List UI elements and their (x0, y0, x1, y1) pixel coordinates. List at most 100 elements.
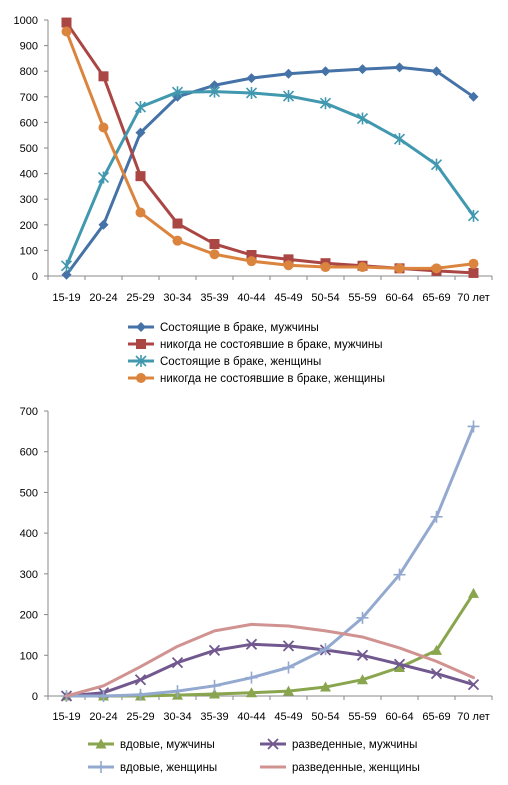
y-tick-label: 600 (20, 447, 38, 459)
x-tick-label: 25-29 (126, 711, 154, 723)
x-tick-label: 65-69 (422, 292, 450, 304)
data-point (98, 122, 109, 133)
x-tick-label: 50-54 (311, 292, 339, 304)
legend-marker (136, 339, 146, 349)
data-point (208, 679, 221, 692)
data-point (393, 568, 406, 581)
legend-entry: Состоящие в браке, женщины (128, 355, 321, 368)
data-point (171, 656, 184, 669)
data-point (356, 649, 369, 661)
data-point (61, 269, 72, 280)
data-point (282, 640, 295, 652)
x-tick-label: 45-49 (274, 292, 302, 304)
legend-label: вдовые, женщины (120, 762, 217, 774)
y-tick-label: 500 (20, 487, 38, 499)
x-tick-label: 20-24 (89, 711, 117, 723)
legend-marker (95, 738, 107, 749)
data-point (467, 678, 480, 691)
data-point (172, 218, 183, 229)
y-tick-label: 700 (20, 406, 38, 418)
data-point (246, 256, 257, 267)
series-2 (61, 17, 479, 278)
data-point (209, 80, 220, 91)
legend-marker (267, 738, 279, 750)
y-tick-label: 600 (20, 117, 38, 129)
data-point (393, 658, 406, 670)
y-tick-label: 400 (20, 528, 38, 540)
data-point (468, 258, 479, 269)
series-line (65, 642, 475, 698)
data-point (357, 262, 368, 273)
data-point (357, 64, 368, 75)
legend-entry: разведенные, мужчины (260, 738, 417, 751)
legend-marker (136, 322, 146, 332)
data-point (134, 674, 147, 686)
data-point (246, 73, 257, 84)
data-point (135, 171, 146, 182)
x-tick-label: 20-24 (89, 292, 117, 304)
y-tick-label: 300 (20, 569, 38, 581)
legend-entry: вдовые, мужчины (88, 738, 215, 751)
x-tick-label: 40-44 (237, 711, 265, 723)
legend-marker (135, 355, 147, 367)
series-line (65, 30, 475, 270)
y-tick-label: 0 (32, 691, 38, 703)
series-4 (61, 26, 479, 274)
x-tick-label: 35-39 (200, 292, 228, 304)
legend-label: вдовые, мужчины (120, 739, 215, 751)
data-point (319, 97, 332, 110)
data-point (245, 86, 258, 99)
x-tick-label: 55-59 (348, 711, 376, 723)
x-tick-label: 70 лет (457, 292, 490, 304)
data-point (98, 219, 109, 230)
legend-marker (95, 761, 107, 773)
data-point (209, 249, 220, 260)
x-tick-label: 25-29 (126, 292, 154, 304)
data-point (97, 171, 110, 184)
legend-entry: никогда не состоявшие в браке, мужчины (128, 339, 383, 351)
data-point (98, 71, 109, 82)
data-point (283, 254, 294, 265)
x-tick-label: 35-39 (200, 711, 228, 723)
x-tick-label: 30-34 (163, 292, 191, 304)
data-point (356, 112, 369, 125)
data-point (209, 688, 220, 699)
data-point (209, 239, 220, 249)
series-line (65, 424, 475, 698)
y-tick-label: 700 (20, 92, 38, 104)
x-tick-label: 45-49 (274, 711, 302, 723)
data-point (357, 674, 368, 685)
data-point (283, 260, 294, 271)
data-point (356, 611, 369, 624)
y-tick-label: 100 (20, 245, 38, 257)
data-point (282, 90, 295, 103)
y-tick-label: 100 (20, 650, 38, 662)
data-point (320, 66, 331, 77)
series-3 (60, 85, 480, 272)
legend-entry: разведенные, женщины (260, 762, 420, 774)
data-point (60, 259, 73, 272)
legend-label: разведенные, мужчины (292, 739, 417, 751)
legend-entry: Состоящие в браке, мужчины (128, 322, 319, 334)
series-4 (65, 622, 475, 698)
data-point (430, 667, 443, 680)
data-point (208, 644, 221, 657)
y-tick-label: 0 (32, 271, 38, 283)
data-point (394, 263, 405, 274)
x-tick-label: 55-59 (348, 292, 376, 304)
data-point (172, 235, 183, 246)
x-tick-label: 70 лет (457, 711, 490, 723)
data-point (134, 101, 147, 114)
data-point (430, 510, 443, 523)
legend-entry: вдовые, женщины (88, 761, 217, 774)
data-point (468, 587, 479, 598)
legend-label: никогда не состоявшие в браке, мужчины (160, 339, 383, 351)
data-point (430, 158, 443, 171)
y-tick-label: 500 (20, 143, 38, 155)
y-tick-label: 200 (20, 610, 38, 622)
series-line (65, 90, 475, 268)
y-tick-label: 1000 (14, 15, 38, 27)
chart-1: 0 100 200 300 400 500 600 700 800 900 1000 15-19 20-… (14, 15, 493, 385)
data-point (283, 68, 294, 79)
